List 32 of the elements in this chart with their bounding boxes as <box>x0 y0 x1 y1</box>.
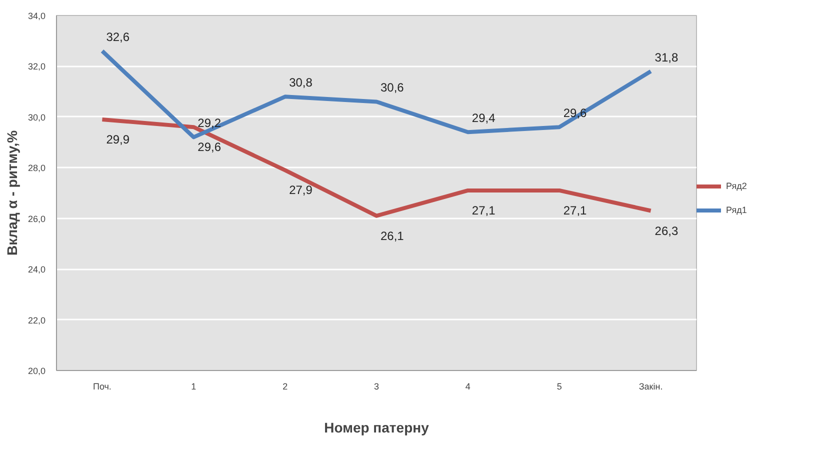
data-label: 29,4 <box>472 111 496 126</box>
data-label: 31,8 <box>654 50 678 64</box>
y-tick-label: 28,0 <box>28 163 46 174</box>
data-label: 26,3 <box>654 224 678 238</box>
x-tick-label: 4 <box>465 382 470 392</box>
data-label: 30,6 <box>380 80 404 95</box>
legend-label: Ряд1 <box>726 205 747 215</box>
x-tick-label: 3 <box>374 382 380 392</box>
x-tick-label: Поч. <box>92 382 112 392</box>
x-tick-label: 5 <box>556 382 562 392</box>
x-tick-label: 2 <box>282 382 288 392</box>
data-label: 29,9 <box>106 132 130 146</box>
data-label: 27,1 <box>472 203 496 218</box>
data-label: 26,1 <box>380 228 404 243</box>
x-axis-title: Номер патерну <box>324 420 430 436</box>
data-label: 30,8 <box>289 76 313 90</box>
y-tick-label: 34,0 <box>28 11 46 21</box>
y-tick-label: 32,0 <box>28 62 46 72</box>
data-label: 29,6 <box>198 140 222 154</box>
x-tick-label: Закін. <box>638 382 663 392</box>
y-tick-label: 30,0 <box>28 112 46 122</box>
y-tick-label: 22,0 <box>28 315 46 326</box>
data-label: 32,6 <box>106 30 130 44</box>
y-tick-label: 24,0 <box>28 264 46 275</box>
data-label: 29,2 <box>198 116 222 130</box>
x-tick-label: 1 <box>191 382 196 392</box>
legend-label: Ряд2 <box>726 181 747 191</box>
y-axis-title: Вклад α - ритму,% <box>4 130 20 256</box>
y-tick-label: 26,0 <box>28 214 46 224</box>
data-label: 27,1 <box>563 203 588 218</box>
y-tick-label: 20,0 <box>28 366 46 376</box>
data-label: 27,9 <box>289 183 313 198</box>
